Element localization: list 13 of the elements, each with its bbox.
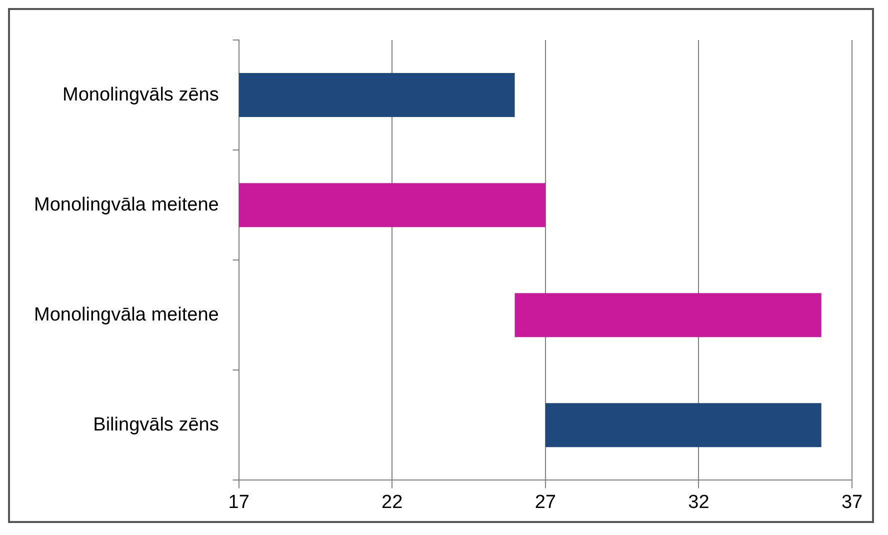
x-tick-label: 22: [382, 492, 403, 513]
bar: [545, 403, 822, 448]
x-tick-label: 27: [534, 492, 556, 513]
y-tick-label: Monolingvāls zēns: [62, 84, 219, 106]
x-tick-label: 37: [841, 492, 863, 513]
y-tick-label: Bilingvāls zēns: [93, 414, 219, 436]
bar: [238, 73, 515, 118]
x-tick-label: 17: [228, 492, 250, 513]
y-tick-label: Monolingvāla meitene: [34, 304, 219, 326]
bar: [238, 183, 546, 228]
bar: [514, 293, 822, 338]
y-tick-label: Monolingvāla meitene: [34, 194, 219, 216]
x-tick-label: 32: [688, 492, 710, 513]
